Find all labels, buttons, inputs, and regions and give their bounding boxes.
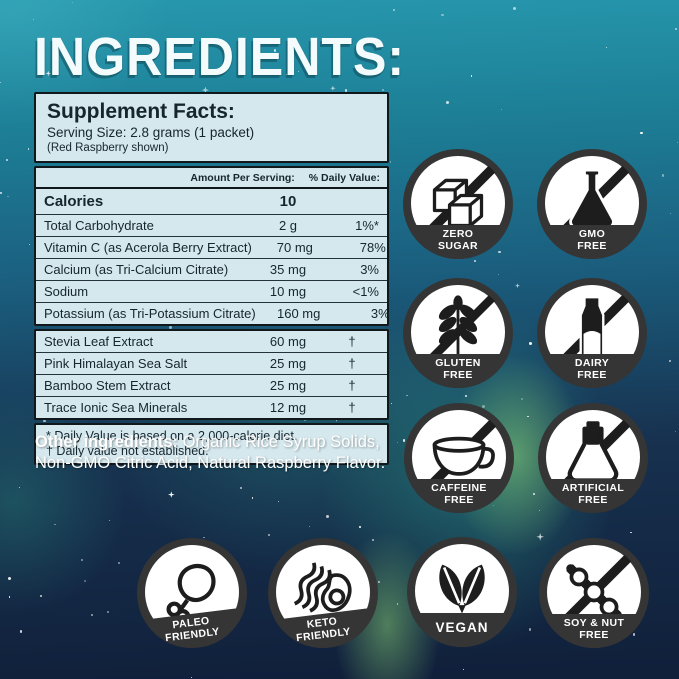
column-daily-value: % Daily Value:: [308, 171, 380, 184]
table-row: Trace Ionic Sea Minerals 12 mg †: [44, 399, 356, 415]
footnotes: * Daily Value is based on a 2,000-calori…: [34, 422, 389, 466]
calories-label: Calories: [44, 192, 104, 210]
badge-gmo-free: GMO FREE: [537, 149, 647, 259]
badge-vegan: VEGAN: [407, 537, 517, 647]
leaves-icon: [439, 564, 485, 614]
badge-dairy-free: DAIRY FREE: [537, 278, 647, 388]
table-row: Calories 10: [36, 189, 387, 215]
nutrition-table: Amount Per Serving: % Daily Value: Calor…: [34, 165, 390, 326]
extra-ingredients-table: Stevia Leaf Extract 60 mg † Pink Himalay…: [34, 328, 389, 420]
flavor-note: (Red Raspberry shown): [47, 142, 169, 155]
badge-keto-friendly: KETO FRIENDLY: [268, 538, 378, 648]
serving-size: Serving Size: 2.8 grams (1 packet): [47, 125, 255, 141]
column-amount-per-serving: Amount Per Serving:: [190, 171, 295, 184]
table-row: Sodium 10 mg <1%: [36, 281, 387, 303]
other-ingredients-text: Organic Rice Syrup Solids, Non-GMO Citri…: [35, 433, 386, 473]
badge-artificial-free: ARTIFICIAL FREE: [538, 403, 648, 513]
footnote-dagger: † Daily value not established.: [46, 443, 209, 458]
page-title: INGREDIENTS:: [34, 27, 406, 87]
badge-caffeine-free: CAFFEINE FREE: [404, 403, 514, 513]
table-row: Stevia Leaf Extract 60 mg †: [36, 331, 387, 353]
badge-paleo-friendly: PALEO FRIENDLY: [137, 538, 247, 648]
table-row: Calcium (as Tri-Calcium Citrate) 35 mg 3…: [36, 259, 387, 281]
supplement-facts-heading: Supplement Facts:: [47, 100, 235, 123]
table-row: Total Carbohydrate 2 g 1%*: [36, 215, 387, 237]
table-row: Potassium (as Tri-Potassium Citrate) 160…: [44, 305, 390, 321]
bacon-avocado-icon: [293, 562, 352, 613]
supplement-facts-panel: Supplement Facts: Serving Size: 2.8 gram…: [34, 92, 390, 468]
badge-zero-sugar: ZERO SUGAR: [403, 149, 513, 259]
other-ingredients-lead: Other ingredients:: [35, 433, 179, 451]
table-row: Pink Himalayan Sea Salt 25 mg †: [36, 353, 387, 375]
footnote-daily-value: * Daily Value is based on a 2,000-calori…: [46, 428, 298, 443]
badge-gluten-free: GLUTEN FREE: [403, 278, 513, 388]
other-ingredients: Other ingredients: Organic Rice Syrup So…: [35, 432, 407, 474]
supplement-facts-header: Supplement Facts: Serving Size: 2.8 gram…: [34, 92, 389, 163]
table-row: Bamboo Stem Extract 25 mg †: [36, 375, 387, 397]
table-row: Vitamin C (as Acerola Berry Extract) 70 …: [36, 237, 387, 259]
calories-amount: 10: [279, 192, 297, 210]
badge-soy-nut-free: SOY & NUT FREE: [539, 538, 649, 648]
table-header-row: Amount Per Serving: % Daily Value:: [36, 168, 387, 189]
